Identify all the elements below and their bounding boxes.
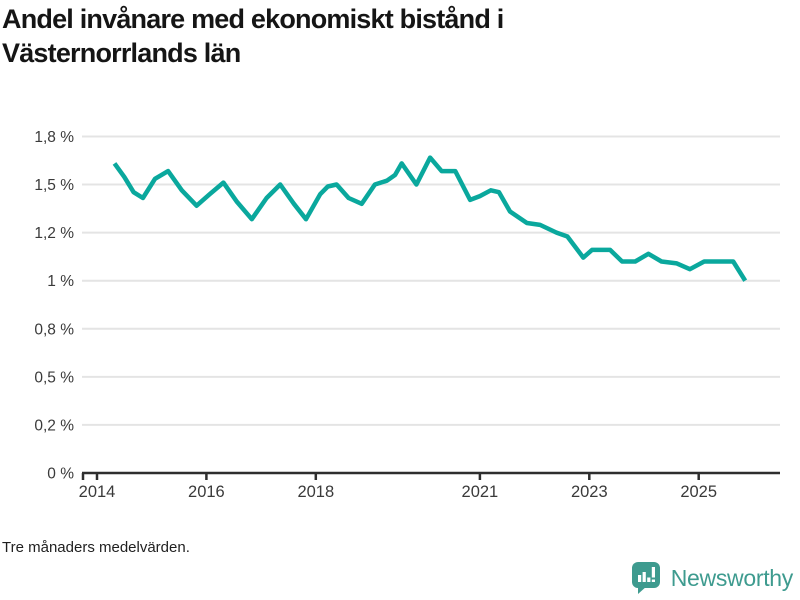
data-line-series (112, 155, 748, 282)
x-tick-label: 2016 (188, 483, 225, 501)
x-tick-label: 2021 (462, 483, 499, 501)
y-tick-label: 0,5 % (34, 369, 74, 386)
x-tick-label: 2025 (680, 483, 717, 501)
newsworthy-wordmark: Newsworthy (670, 564, 794, 591)
chart-title-line2: Västernorrlands län (2, 38, 241, 68)
y-tick-label: 0,2 % (34, 417, 74, 434)
y-tick-label: 1,5 % (34, 177, 74, 194)
newsworthy-logo[interactable]: Newsworthy (630, 561, 793, 595)
line-chart: 1,8 % 1,5 % 1,2 % 1 % 0,8 % 0,5 % 0,2 % 0 % 2014… (34, 129, 780, 501)
x-tick-label: 2014 (79, 483, 116, 501)
y-tick-label: 0 % (47, 466, 74, 483)
y-tick-label: 0,8 % (34, 321, 74, 338)
x-tick-label: 2023 (571, 483, 608, 501)
x-tick-label: 2018 (297, 483, 334, 501)
y-tick-label: 1,2 % (34, 225, 74, 242)
chart-title: Andel invånare med ekonomiskt bistånd i … (2, 2, 642, 70)
y-tick-label: 1 % (47, 273, 74, 290)
chart-footnote: Tre månaders medelvärden. (2, 539, 190, 556)
y-tick-label: 1,8 % (34, 129, 74, 146)
chart-title-line1: Andel invånare med ekonomiskt bistånd i (2, 4, 504, 34)
newsworthy-icon (631, 562, 660, 594)
